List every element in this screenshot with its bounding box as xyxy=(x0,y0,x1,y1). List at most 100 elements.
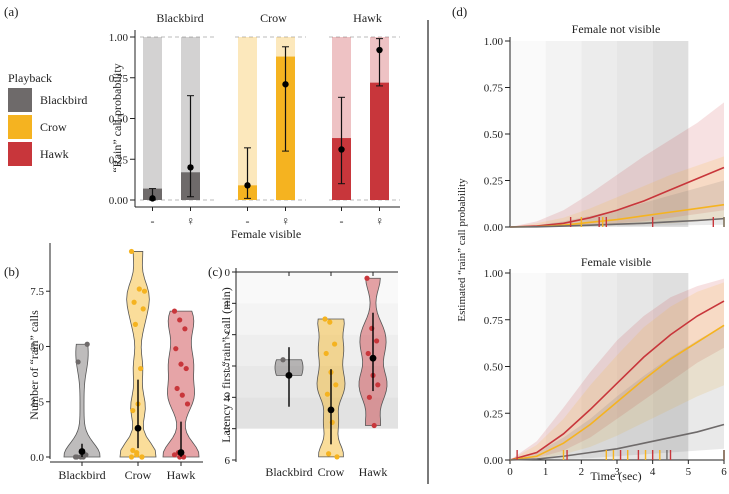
a-ytick-label: 0.75 xyxy=(109,73,129,85)
c-data-point xyxy=(280,357,286,363)
a-xtick-label: - xyxy=(246,214,250,228)
b-data-point xyxy=(177,317,183,323)
b-data-point xyxy=(131,299,137,305)
b-violin-blackbird xyxy=(63,343,101,458)
panel-label-d: (d) xyxy=(452,4,467,19)
a-xtick-label: - xyxy=(340,214,344,228)
b-data-point xyxy=(138,365,144,372)
d-line-blackbird xyxy=(509,217,725,228)
c-background-band xyxy=(236,397,398,429)
a-ytick-label: 0.00 xyxy=(109,195,129,207)
d-xtick-label: 3 xyxy=(614,466,620,478)
d-time-band xyxy=(545,273,582,460)
b-ytick-label: 7.5 xyxy=(30,286,44,298)
d-line-blackbird xyxy=(509,423,725,461)
legend-swatch-blackbird xyxy=(8,88,32,112)
b-data-point xyxy=(130,407,136,414)
b-ytick-label: 5.0 xyxy=(30,341,44,353)
d-xlabel: Time (sec) xyxy=(590,469,641,483)
d-time-band xyxy=(652,273,689,460)
c-data-point xyxy=(327,319,333,325)
d-time-band xyxy=(652,41,689,227)
a-point xyxy=(338,146,345,153)
d-time-band xyxy=(617,41,653,227)
d-time-band xyxy=(545,41,582,227)
legend-label-crow: Crow xyxy=(40,120,67,134)
d-ylabel: Estimated “rain” call probability xyxy=(456,178,468,322)
a-ytick-label: 1.00 xyxy=(109,32,129,44)
c-data-point xyxy=(322,316,328,322)
b-xtick-label: Hawk xyxy=(167,468,196,482)
c-xtick-label: Crow xyxy=(318,465,345,479)
b-xtick-label: Blackbird xyxy=(58,468,105,482)
c-ytick-label: 5 xyxy=(225,424,231,436)
d-ytick-label: 1.00 xyxy=(484,36,504,48)
c-xtick-label: Blackbird xyxy=(265,465,312,479)
c-mean-point xyxy=(285,372,293,379)
legend-label-hawk: Hawk xyxy=(40,147,69,161)
c-xtick-label: Hawk xyxy=(359,465,388,479)
a-group-title: Crow xyxy=(260,11,287,25)
d-title-bottom: Female visible xyxy=(581,255,651,269)
b-data-point xyxy=(140,306,146,312)
panel-label-c: (c) xyxy=(208,264,222,279)
d-line-hawk xyxy=(509,300,725,461)
panel-label-a: (a) xyxy=(4,4,18,19)
legend-swatch-hawk xyxy=(8,142,32,166)
legend: Playback Blackbird Crow Hawk xyxy=(8,71,87,166)
b-data-point xyxy=(134,452,140,458)
c-ytick-label: 3 xyxy=(225,361,231,373)
b-data-point xyxy=(174,385,180,392)
c-data-point xyxy=(366,394,372,400)
b-data-point xyxy=(171,452,178,458)
c-background-band xyxy=(236,272,398,304)
a-xtick-label: ♀ xyxy=(186,214,195,228)
a-group-title: Blackbird xyxy=(156,11,203,25)
d-xtick-label: 4 xyxy=(650,466,656,478)
b-data-point xyxy=(130,447,136,453)
b-data-point xyxy=(141,288,148,294)
b-mean-point xyxy=(134,424,142,432)
a-xtick-label: ♀ xyxy=(375,214,384,228)
b-data-point xyxy=(184,401,191,407)
legend-label-blackbird: Blackbird xyxy=(40,93,87,107)
legend-title: Playback xyxy=(8,71,52,85)
d-xtick-label: 0 xyxy=(507,466,513,478)
a-point xyxy=(149,195,156,202)
c-data-point xyxy=(374,338,380,344)
b-xtick-label: Crow xyxy=(125,468,152,482)
c-data-point xyxy=(334,454,340,460)
b-data-point xyxy=(139,454,145,460)
d-line-crow xyxy=(509,324,725,461)
b-data-point xyxy=(183,365,189,372)
d-ci-band-hawk xyxy=(510,278,724,460)
b-mean-point xyxy=(78,448,86,455)
a-point xyxy=(282,81,289,88)
b-violin-hawk xyxy=(162,310,200,458)
d-time-band xyxy=(510,41,546,227)
a-ytick-label: 0.50 xyxy=(109,114,129,126)
d-ytick-label: 0.50 xyxy=(484,129,504,141)
d-time-band xyxy=(581,273,617,460)
c-ytick-label: 6 xyxy=(225,455,231,467)
c-mean-point xyxy=(327,406,335,414)
a-group-title: Hawk xyxy=(353,11,382,25)
b-data-point xyxy=(75,359,81,365)
d-ci-band-hawk xyxy=(510,102,724,227)
b-data-point xyxy=(132,321,138,327)
d-ci-band-blackbird xyxy=(510,180,724,227)
d-xtick-label: 2 xyxy=(579,466,585,478)
d-xtick-label: 6 xyxy=(721,466,727,478)
c-ytick-label: 1 xyxy=(225,298,231,310)
a-point xyxy=(376,46,383,54)
d-ytick-label: 0.50 xyxy=(484,362,504,374)
b-data-point xyxy=(173,346,179,352)
d-ytick-label: 0.00 xyxy=(484,222,504,234)
panel-label-b: (b) xyxy=(4,264,19,279)
b-data-point xyxy=(178,361,184,367)
a-xtick-label: - xyxy=(151,214,155,228)
d-ytick-label: 0.00 xyxy=(484,455,504,467)
b-violin-crow xyxy=(119,251,157,458)
